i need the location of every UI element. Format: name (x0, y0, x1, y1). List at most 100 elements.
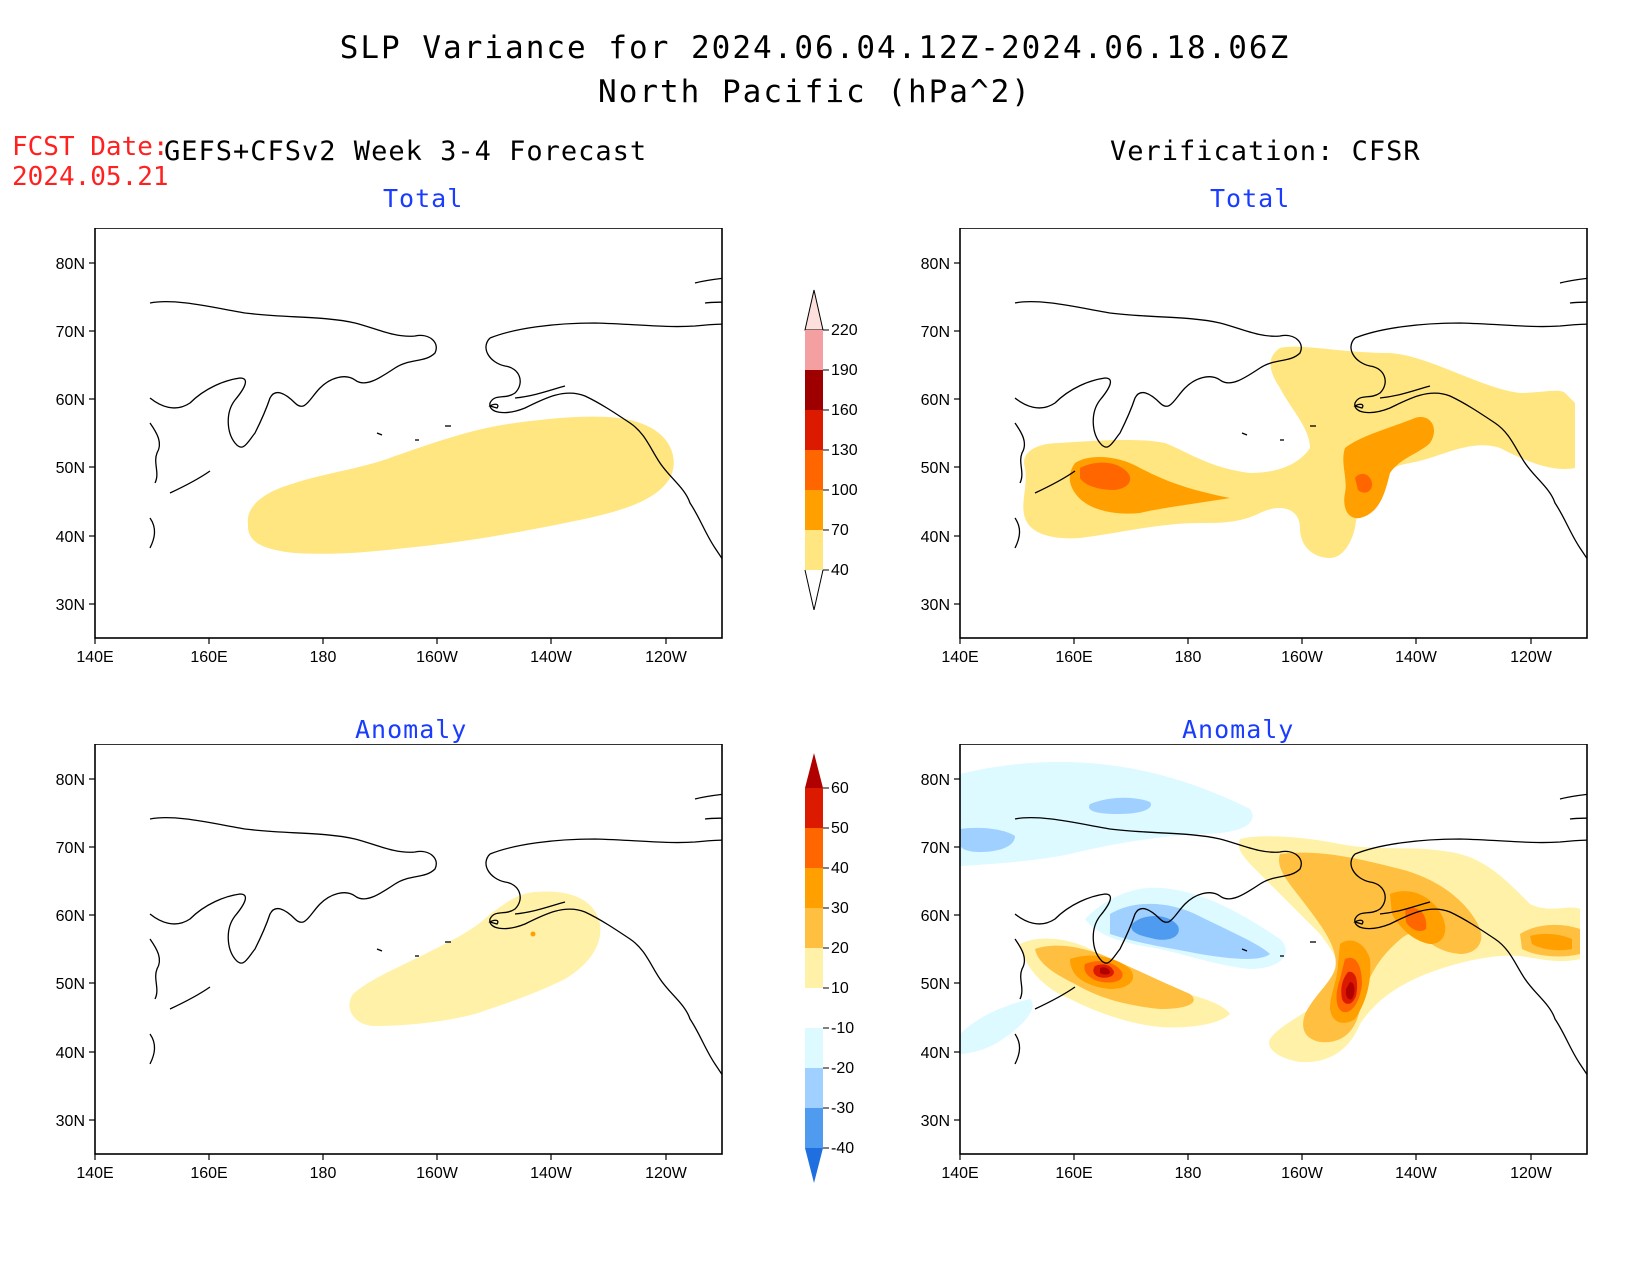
coastline (1379, 385, 1431, 399)
coastline (489, 838, 722, 855)
coastline (1034, 986, 1076, 1010)
lat-label: 60N (921, 908, 950, 925)
coastline (149, 422, 161, 484)
coastline (1597, 858, 1605, 866)
coastline (1559, 277, 1587, 284)
colorbar-label: 130 (831, 442, 858, 459)
colorbar-label: -40 (831, 1140, 854, 1157)
coastline (1350, 853, 1587, 1076)
coastline (149, 300, 437, 448)
colorbar-swatch (805, 370, 823, 410)
colorbar-bottom-arrow (804, 569, 824, 610)
total-colorbar: 220 190 160 130 100 70 40 (804, 289, 858, 610)
colorbar-label: 60 (831, 780, 849, 797)
coastline (485, 337, 722, 560)
lat-label: 30N (56, 597, 85, 614)
coastline (1241, 432, 1248, 436)
lat-label: 40N (921, 529, 950, 546)
coastline (694, 277, 722, 284)
coastline (1014, 300, 1302, 448)
lat-label: 50N (56, 460, 85, 477)
coastline (488, 919, 499, 925)
coastline (694, 793, 722, 800)
lat-label: 30N (56, 1113, 85, 1130)
coastline (149, 938, 161, 1000)
forecast-total-map: 80N 70N 60N 50N 40N 30N 140E 160E 180 160W 140W 120… (56, 228, 740, 666)
coastline (514, 385, 566, 399)
lon-label: 140W (1395, 1165, 1438, 1182)
lat-label: 50N (921, 460, 950, 477)
map-frame (94, 228, 723, 639)
coastline (149, 816, 437, 964)
coastline (1350, 337, 1587, 560)
colorbar-label: 190 (831, 362, 858, 379)
lon-label: 140E (941, 1165, 978, 1182)
lon-label: 120W (1510, 1165, 1553, 1182)
lat-label: 80N (921, 772, 950, 789)
colorbar-top-arrow (804, 289, 824, 331)
map-frame (959, 744, 1588, 1155)
forecast-anomaly-map: 80N 70N 60N 50N 40N 30N 140E 160E 180 160W 140W 120… (56, 744, 740, 1182)
colorbar-top-arrow (805, 753, 823, 788)
coastline (1354, 322, 1587, 339)
verification-header: Verification: CFSR (1110, 136, 1421, 167)
fcst-date-label: FCST Date: (12, 132, 169, 162)
coastline (704, 817, 722, 820)
coastline (732, 858, 740, 866)
colorbar-bottom-arrow (805, 1148, 823, 1183)
anomaly-colorbar: 60 50 40 30 20 10 -10 -20 -30 -40 (805, 753, 854, 1183)
lat-label: 80N (56, 772, 85, 789)
lat-label: 70N (56, 324, 85, 341)
panel-title-top-left: Total (383, 184, 464, 213)
colorbar-swatch (805, 788, 823, 828)
colorbar-label: 100 (831, 482, 858, 499)
lon-label: 140W (1395, 649, 1438, 666)
coastline (1014, 1033, 1021, 1065)
panel-title-bottom-right: Anomaly (1182, 715, 1295, 744)
lat-label: 80N (56, 256, 85, 273)
lon-label: 160E (190, 1165, 227, 1182)
colorbar-swatch (805, 530, 823, 570)
lat-label: 40N (56, 529, 85, 546)
lon-label: 140W (530, 649, 573, 666)
colorbar-label: -30 (831, 1100, 854, 1117)
lat-label: 30N (921, 597, 950, 614)
lat-label: 50N (921, 976, 950, 993)
colorbar-swatch (805, 1068, 823, 1108)
coastline (1569, 817, 1587, 820)
colorbar-swatch (805, 1028, 823, 1068)
colorbar-label: -10 (831, 1020, 854, 1037)
colorbar-swatch (805, 908, 823, 948)
colorbar-swatch (805, 828, 823, 868)
colorbar-swatch (805, 948, 823, 988)
colorbar-swatch (805, 490, 823, 530)
coastline (1559, 793, 1587, 800)
coastline (1014, 422, 1026, 484)
colorbar-label: 10 (831, 980, 849, 997)
fcst-date-value: 2024.05.21 (12, 162, 169, 192)
lon-label: 160W (1281, 649, 1324, 666)
map-frame (94, 744, 723, 1155)
coastline (732, 342, 740, 350)
panel-title-bottom-left: Anomaly (355, 715, 468, 744)
map-frame (959, 228, 1588, 639)
lon-label: 120W (1510, 649, 1553, 666)
main-subtitle: North Pacific (hPa^2) (598, 74, 1032, 110)
coastline (1353, 919, 1364, 925)
lon-label: 180 (1175, 649, 1202, 666)
colorbar-label: 30 (831, 900, 849, 917)
coastline (1014, 816, 1302, 964)
lon-label: 180 (1175, 1165, 1202, 1182)
coastline (149, 517, 156, 549)
colorbar-label: 70 (831, 522, 849, 539)
coastline (1353, 403, 1364, 409)
lon-label: 120W (645, 1165, 688, 1182)
colorbar-label: 160 (831, 402, 858, 419)
lat-label: 60N (56, 392, 85, 409)
colorbar-swatch (805, 988, 823, 1028)
colorbar-swatch (805, 868, 823, 908)
lon-label: 140E (76, 1165, 113, 1182)
coastline (485, 853, 722, 1076)
verification-total-map: 80N 70N 60N 50N 40N 30N 140E 160E 180 160W 140W 120… (921, 228, 1588, 666)
colorbar-label: 40 (831, 562, 849, 579)
